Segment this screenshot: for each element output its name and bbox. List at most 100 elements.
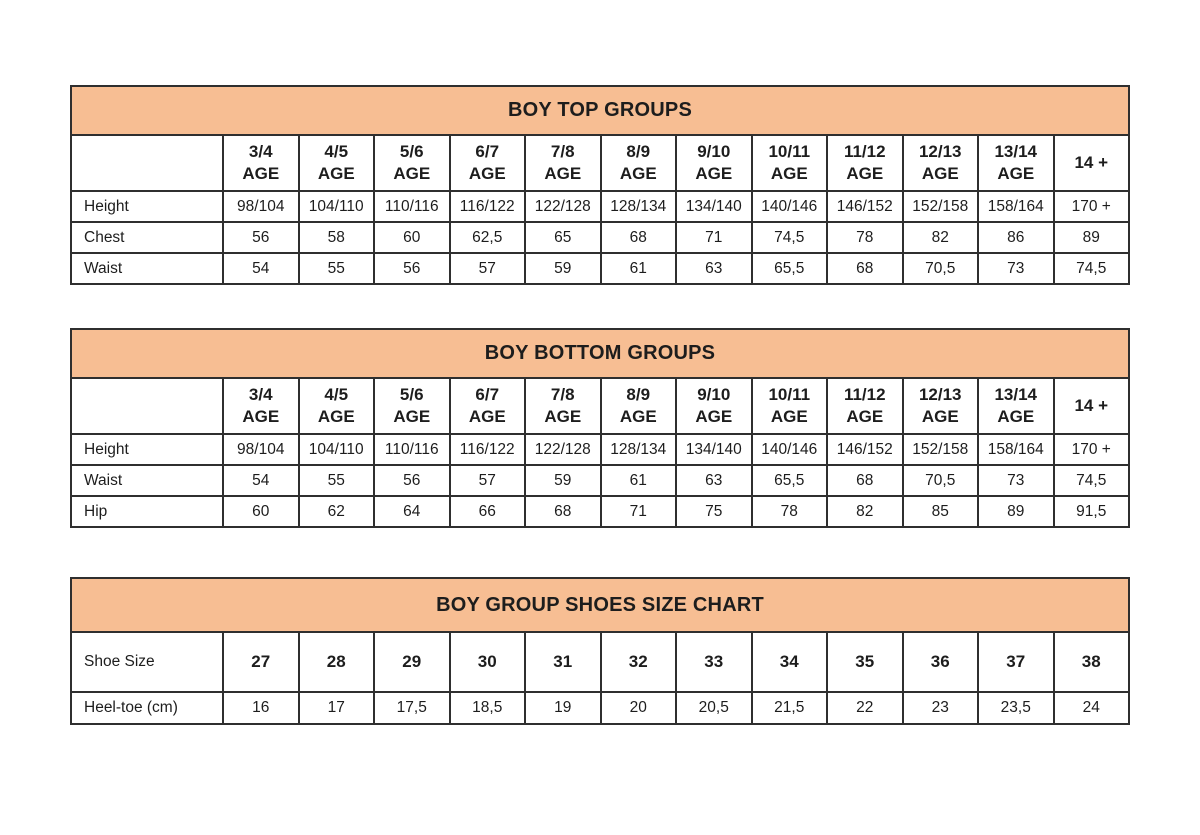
cell-value: 85 bbox=[901, 495, 979, 528]
cell-value: 24 bbox=[1052, 691, 1130, 725]
cell-value: 56 bbox=[222, 221, 300, 254]
age-column-header: 9/10 AGE bbox=[675, 134, 753, 192]
cell-value: 63 bbox=[675, 252, 753, 285]
age-column-header: 4/5 AGE bbox=[297, 134, 375, 192]
cell-value: 22 bbox=[826, 691, 904, 725]
cell-value: 36 bbox=[901, 631, 979, 693]
cell-value: 89 bbox=[1052, 221, 1130, 254]
boy-top-groups-table: BOY TOP GROUPS 3/4 AGE 4/5 AGE 5/6 AGE 6/7 A… bbox=[70, 85, 1130, 285]
cell-value: 55 bbox=[297, 252, 375, 285]
cell-value: 63 bbox=[675, 464, 753, 497]
cell-value: 33 bbox=[675, 631, 753, 693]
cell-value: 158/164 bbox=[977, 190, 1055, 223]
cell-value: 65,5 bbox=[750, 464, 828, 497]
cell-value: 110/116 bbox=[373, 433, 451, 466]
cell-value: 17 bbox=[297, 691, 375, 725]
cell-value: 116/122 bbox=[448, 433, 526, 466]
cell-value: 17,5 bbox=[373, 691, 451, 725]
cell-value: 140/146 bbox=[750, 190, 828, 223]
age-column-header: 3/4 AGE bbox=[222, 377, 300, 435]
cell-value: 71 bbox=[599, 495, 677, 528]
age-column-header: 13/14 AGE bbox=[977, 134, 1055, 192]
table-title-row: BOY BOTTOM GROUPS bbox=[70, 328, 1130, 379]
cell-value: 54 bbox=[222, 464, 300, 497]
cell-value: 110/116 bbox=[373, 190, 451, 223]
boy-group-shoes-size-chart-table: BOY GROUP SHOES SIZE CHART Shoe Size 27 28 2… bbox=[70, 577, 1130, 725]
age-header-row: 3/4 AGE 4/5 AGE 5/6 AGE 6/7 AGE 7/8 AGE 8/9 A… bbox=[70, 377, 1130, 435]
cell-value: 20,5 bbox=[675, 691, 753, 725]
table-row: Height 98/104 104/110 110/116 116/122 122/128… bbox=[70, 433, 1130, 466]
boy-top-groups-section: BOY TOP GROUPS 3/4 AGE 4/5 AGE 5/6 AGE 6/7 A… bbox=[70, 85, 1130, 285]
table-title-row: BOY TOP GROUPS bbox=[70, 85, 1130, 136]
cell-value: 54 bbox=[222, 252, 300, 285]
cell-value: 73 bbox=[977, 252, 1055, 285]
cell-value: 71 bbox=[675, 221, 753, 254]
age-column-header: 6/7 AGE bbox=[448, 377, 526, 435]
cell-value: 61 bbox=[599, 464, 677, 497]
cell-value: 122/128 bbox=[524, 190, 602, 223]
cell-value: 18,5 bbox=[448, 691, 526, 725]
corner-cell bbox=[70, 377, 224, 435]
cell-value: 59 bbox=[524, 464, 602, 497]
age-column-header: 5/6 AGE bbox=[373, 134, 451, 192]
cell-value: 170 + bbox=[1052, 190, 1130, 223]
cell-value: 23 bbox=[901, 691, 979, 725]
cell-value: 128/134 bbox=[599, 433, 677, 466]
age-column-header: 7/8 AGE bbox=[524, 377, 602, 435]
cell-value: 59 bbox=[524, 252, 602, 285]
age-header-row: 3/4 AGE 4/5 AGE 5/6 AGE 6/7 AGE 7/8 AGE 8/9 A… bbox=[70, 134, 1130, 192]
cell-value: 146/152 bbox=[826, 190, 904, 223]
cell-value: 23,5 bbox=[977, 691, 1055, 725]
table-row: Hip 60 62 64 66 68 71 75 78 82 85 89 91,5 bbox=[70, 495, 1130, 528]
age-column-header: 10/11 AGE bbox=[750, 134, 828, 192]
age-column-header: 11/12 AGE bbox=[826, 134, 904, 192]
cell-value: 152/158 bbox=[901, 190, 979, 223]
cell-value: 98/104 bbox=[222, 433, 300, 466]
cell-value: 56 bbox=[373, 464, 451, 497]
row-label: Chest bbox=[70, 221, 224, 254]
cell-value: 20 bbox=[599, 691, 677, 725]
cell-value: 37 bbox=[977, 631, 1055, 693]
table-row: Chest 56 58 60 62,5 65 68 71 74,5 78 82 86 89 bbox=[70, 221, 1130, 254]
cell-value: 70,5 bbox=[901, 464, 979, 497]
cell-value: 21,5 bbox=[750, 691, 828, 725]
cell-value: 16 bbox=[222, 691, 300, 725]
age-column-header: 8/9 AGE bbox=[599, 134, 677, 192]
cell-value: 68 bbox=[826, 464, 904, 497]
cell-value: 57 bbox=[448, 464, 526, 497]
cell-value: 134/140 bbox=[675, 190, 753, 223]
table-title: BOY GROUP SHOES SIZE CHART bbox=[70, 577, 1130, 633]
row-label: Height bbox=[70, 190, 224, 223]
boy-shoes-size-chart-section: BOY GROUP SHOES SIZE CHART Shoe Size 27 28 2… bbox=[70, 577, 1130, 725]
cell-value: 58 bbox=[297, 221, 375, 254]
cell-value: 62 bbox=[297, 495, 375, 528]
cell-value: 152/158 bbox=[901, 433, 979, 466]
cell-value: 78 bbox=[826, 221, 904, 254]
cell-value: 74,5 bbox=[1052, 252, 1130, 285]
table-title: BOY BOTTOM GROUPS bbox=[70, 328, 1130, 379]
age-column-header: 8/9 AGE bbox=[599, 377, 677, 435]
cell-value: 170 + bbox=[1052, 433, 1130, 466]
cell-value: 55 bbox=[297, 464, 375, 497]
cell-value: 82 bbox=[826, 495, 904, 528]
cell-value: 74,5 bbox=[750, 221, 828, 254]
cell-value: 60 bbox=[222, 495, 300, 528]
cell-value: 68 bbox=[826, 252, 904, 285]
cell-value: 28 bbox=[297, 631, 375, 693]
cell-value: 30 bbox=[448, 631, 526, 693]
cell-value: 31 bbox=[524, 631, 602, 693]
boy-bottom-groups-table: BOY BOTTOM GROUPS 3/4 AGE 4/5 AGE 5/6 AGE 6/… bbox=[70, 328, 1130, 528]
cell-value: 70,5 bbox=[901, 252, 979, 285]
cell-value: 35 bbox=[826, 631, 904, 693]
cell-value: 38 bbox=[1052, 631, 1130, 693]
age-column-header: 5/6 AGE bbox=[373, 377, 451, 435]
age-column-header: 12/13 AGE bbox=[901, 134, 979, 192]
cell-value: 61 bbox=[599, 252, 677, 285]
cell-value: 140/146 bbox=[750, 433, 828, 466]
age-column-header: 6/7 AGE bbox=[448, 134, 526, 192]
cell-value: 116/122 bbox=[448, 190, 526, 223]
boy-bottom-groups-section: BOY BOTTOM GROUPS 3/4 AGE 4/5 AGE 5/6 AGE 6/… bbox=[70, 328, 1130, 528]
cell-value: 65 bbox=[524, 221, 602, 254]
cell-value: 86 bbox=[977, 221, 1055, 254]
cell-value: 75 bbox=[675, 495, 753, 528]
